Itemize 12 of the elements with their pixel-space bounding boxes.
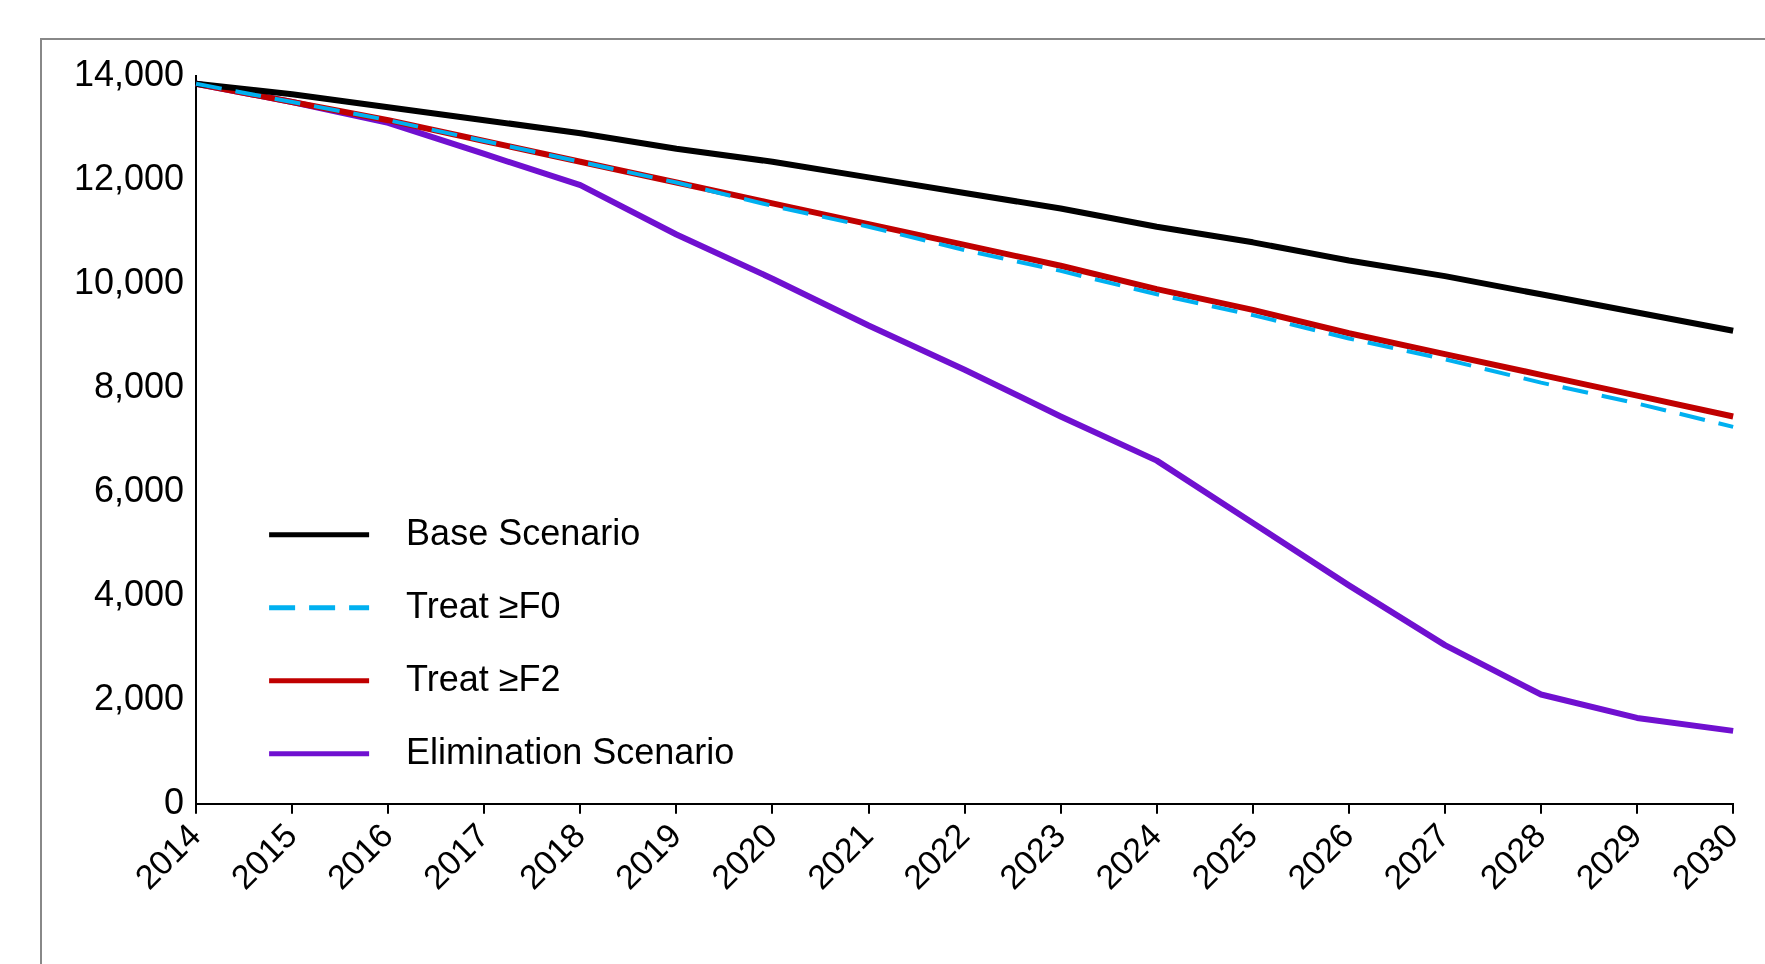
y-tick-label: 10,000 xyxy=(74,260,185,302)
y-tick-label: 8,000 xyxy=(94,364,185,406)
y-tick-label: 12,000 xyxy=(74,156,185,198)
legend-label: Treat ≥F2 xyxy=(406,657,561,699)
y-tick-label: 14,000 xyxy=(74,52,185,94)
legend-label: Elimination Scenario xyxy=(406,730,735,772)
y-tick-label: 4,000 xyxy=(94,572,185,614)
y-tick-label: 2,000 xyxy=(94,676,185,718)
y-tick-label: 6,000 xyxy=(94,468,185,510)
legend-label: Treat ≥F0 xyxy=(406,584,561,626)
y-tick-label: 0 xyxy=(164,780,185,822)
legend-label: Base Scenario xyxy=(406,511,641,553)
